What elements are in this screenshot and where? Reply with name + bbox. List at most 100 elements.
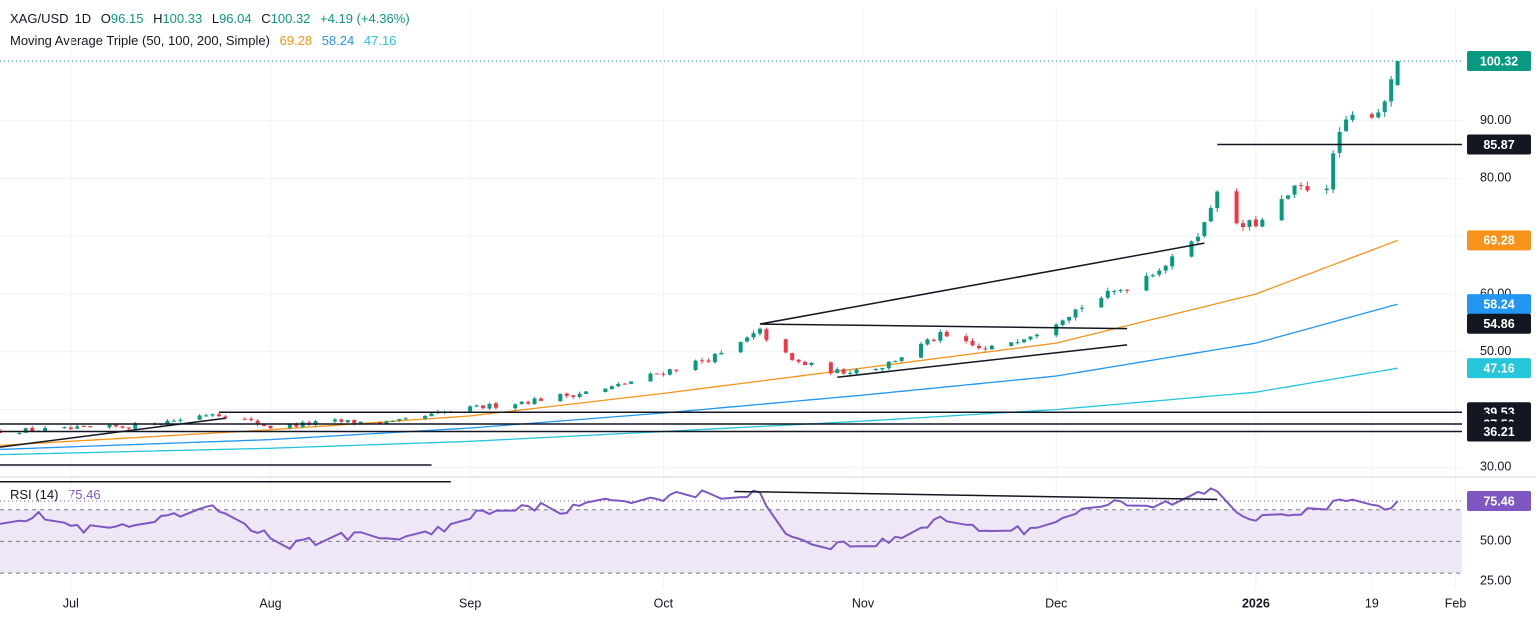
candle-body: [873, 369, 878, 371]
candle-body: [1170, 256, 1175, 267]
rsi-axis-tick: 50.00: [1480, 534, 1511, 548]
candle-body: [377, 421, 382, 424]
interval-label[interactable]: 1D: [74, 11, 92, 26]
price-label-badge[interactable]: [1467, 421, 1531, 442]
candle-body: [204, 415, 209, 417]
candle-body: [423, 416, 428, 419]
rsi-trendline[interactable]: [734, 490, 1218, 501]
candle-body: [1118, 290, 1123, 292]
candle-body: [880, 367, 885, 370]
candle-body: [88, 426, 93, 428]
time-axis-tick: Feb: [1445, 596, 1467, 610]
candle-body: [429, 413, 434, 417]
time-axis-tick: Nov: [852, 596, 875, 610]
price-label-badge[interactable]: [1467, 358, 1531, 379]
rsi-legend-name[interactable]: RSI (14): [10, 487, 59, 502]
candle-body: [622, 383, 627, 385]
ma-legend-name[interactable]: Moving Average Triple (50, 100, 200, Sim…: [10, 33, 270, 48]
candle-body: [23, 428, 28, 433]
symbol-label[interactable]: XAG/USD: [10, 11, 69, 26]
price-label-text: 54.86: [1483, 317, 1514, 331]
candle-body: [403, 418, 408, 420]
candle-body: [886, 361, 891, 369]
candle-body: [719, 352, 724, 355]
candle-body: [648, 373, 653, 382]
ma200-value: 47.16: [363, 33, 397, 48]
rsi-value-badge-text: 75.46: [1483, 494, 1514, 508]
candle-body: [519, 401, 524, 404]
trendline[interactable]: [837, 344, 1128, 378]
candle-body: [487, 403, 492, 409]
candle-body: [390, 420, 395, 422]
candle-body: [1157, 270, 1162, 275]
price-label-text: 36.21: [1483, 425, 1514, 439]
candle-body: [345, 420, 350, 423]
candle-body: [313, 421, 318, 425]
candle-body: [757, 328, 762, 334]
candle-body: [1247, 220, 1252, 227]
price-label-text: 69.28: [1483, 234, 1514, 248]
candle-body: [1298, 185, 1303, 187]
candle-body: [983, 348, 988, 350]
candle-body: [468, 406, 473, 412]
candle-body: [1324, 188, 1329, 191]
rsi-value-badge[interactable]: [1467, 491, 1531, 512]
candle-body: [674, 369, 679, 371]
ma-legend: Moving Average Triple (50, 100, 200, Sim…: [10, 33, 402, 48]
candle-body: [803, 361, 808, 366]
price-label-badge[interactable]: [1467, 230, 1531, 251]
close-label: C: [261, 11, 271, 26]
candle-body: [629, 381, 634, 384]
candle-body: [1144, 275, 1149, 291]
candle-body: [62, 427, 67, 429]
time-axis-tick: Aug: [259, 596, 281, 610]
open-label: O: [100, 11, 111, 26]
high-label: H: [153, 11, 163, 26]
candle-body: [1260, 219, 1265, 227]
trendline[interactable]: [0, 417, 226, 448]
trendline[interactable]: [759, 323, 1128, 330]
ohlc-legend: XAG/USD 1D O96.15 H100.33 L96.04 C100.32 …: [10, 11, 416, 26]
candle-body: [513, 404, 518, 409]
candle-body: [783, 339, 788, 353]
candle-body: [242, 418, 247, 420]
candle-body: [1034, 334, 1039, 337]
sma200-line: [0, 367, 1398, 456]
price-label-badge[interactable]: [1467, 134, 1531, 155]
candle-body: [474, 405, 479, 407]
candle-body: [197, 415, 202, 420]
candle-body: [854, 369, 859, 374]
time-axis-tick: Sep: [459, 596, 481, 610]
candle-body: [1150, 275, 1155, 277]
low-value: 96.04: [219, 11, 252, 26]
candle-body: [1208, 208, 1213, 222]
candle-body: [564, 393, 569, 396]
candle-body: [1054, 324, 1059, 336]
candle-body: [1234, 191, 1239, 224]
candle-body: [255, 420, 260, 425]
price-label-badge[interactable]: [1467, 294, 1531, 315]
rsi-legend-value: 75.46: [68, 487, 101, 502]
candle-body: [700, 360, 705, 362]
candle-body: [526, 401, 531, 404]
candle-body: [133, 423, 138, 429]
candle-body: [268, 425, 273, 429]
candle-body: [1163, 265, 1168, 271]
candle-body: [287, 423, 292, 428]
candle-body: [764, 329, 769, 340]
ma50-value: 69.28: [279, 33, 313, 48]
candle-body: [1060, 320, 1065, 326]
price-label-badge[interactable]: [1467, 313, 1531, 334]
candle-body: [75, 426, 80, 429]
candle-body: [790, 353, 795, 360]
candle-body: [1337, 132, 1342, 153]
candle-body: [809, 362, 814, 365]
candle-body: [1028, 336, 1033, 340]
candle-body: [738, 341, 743, 353]
candle-body: [893, 361, 898, 363]
trendline[interactable]: [759, 242, 1205, 325]
price-label-text: 58.24: [1483, 297, 1514, 311]
price-label-badge[interactable]: [1467, 51, 1531, 72]
candle-body: [1389, 79, 1394, 102]
